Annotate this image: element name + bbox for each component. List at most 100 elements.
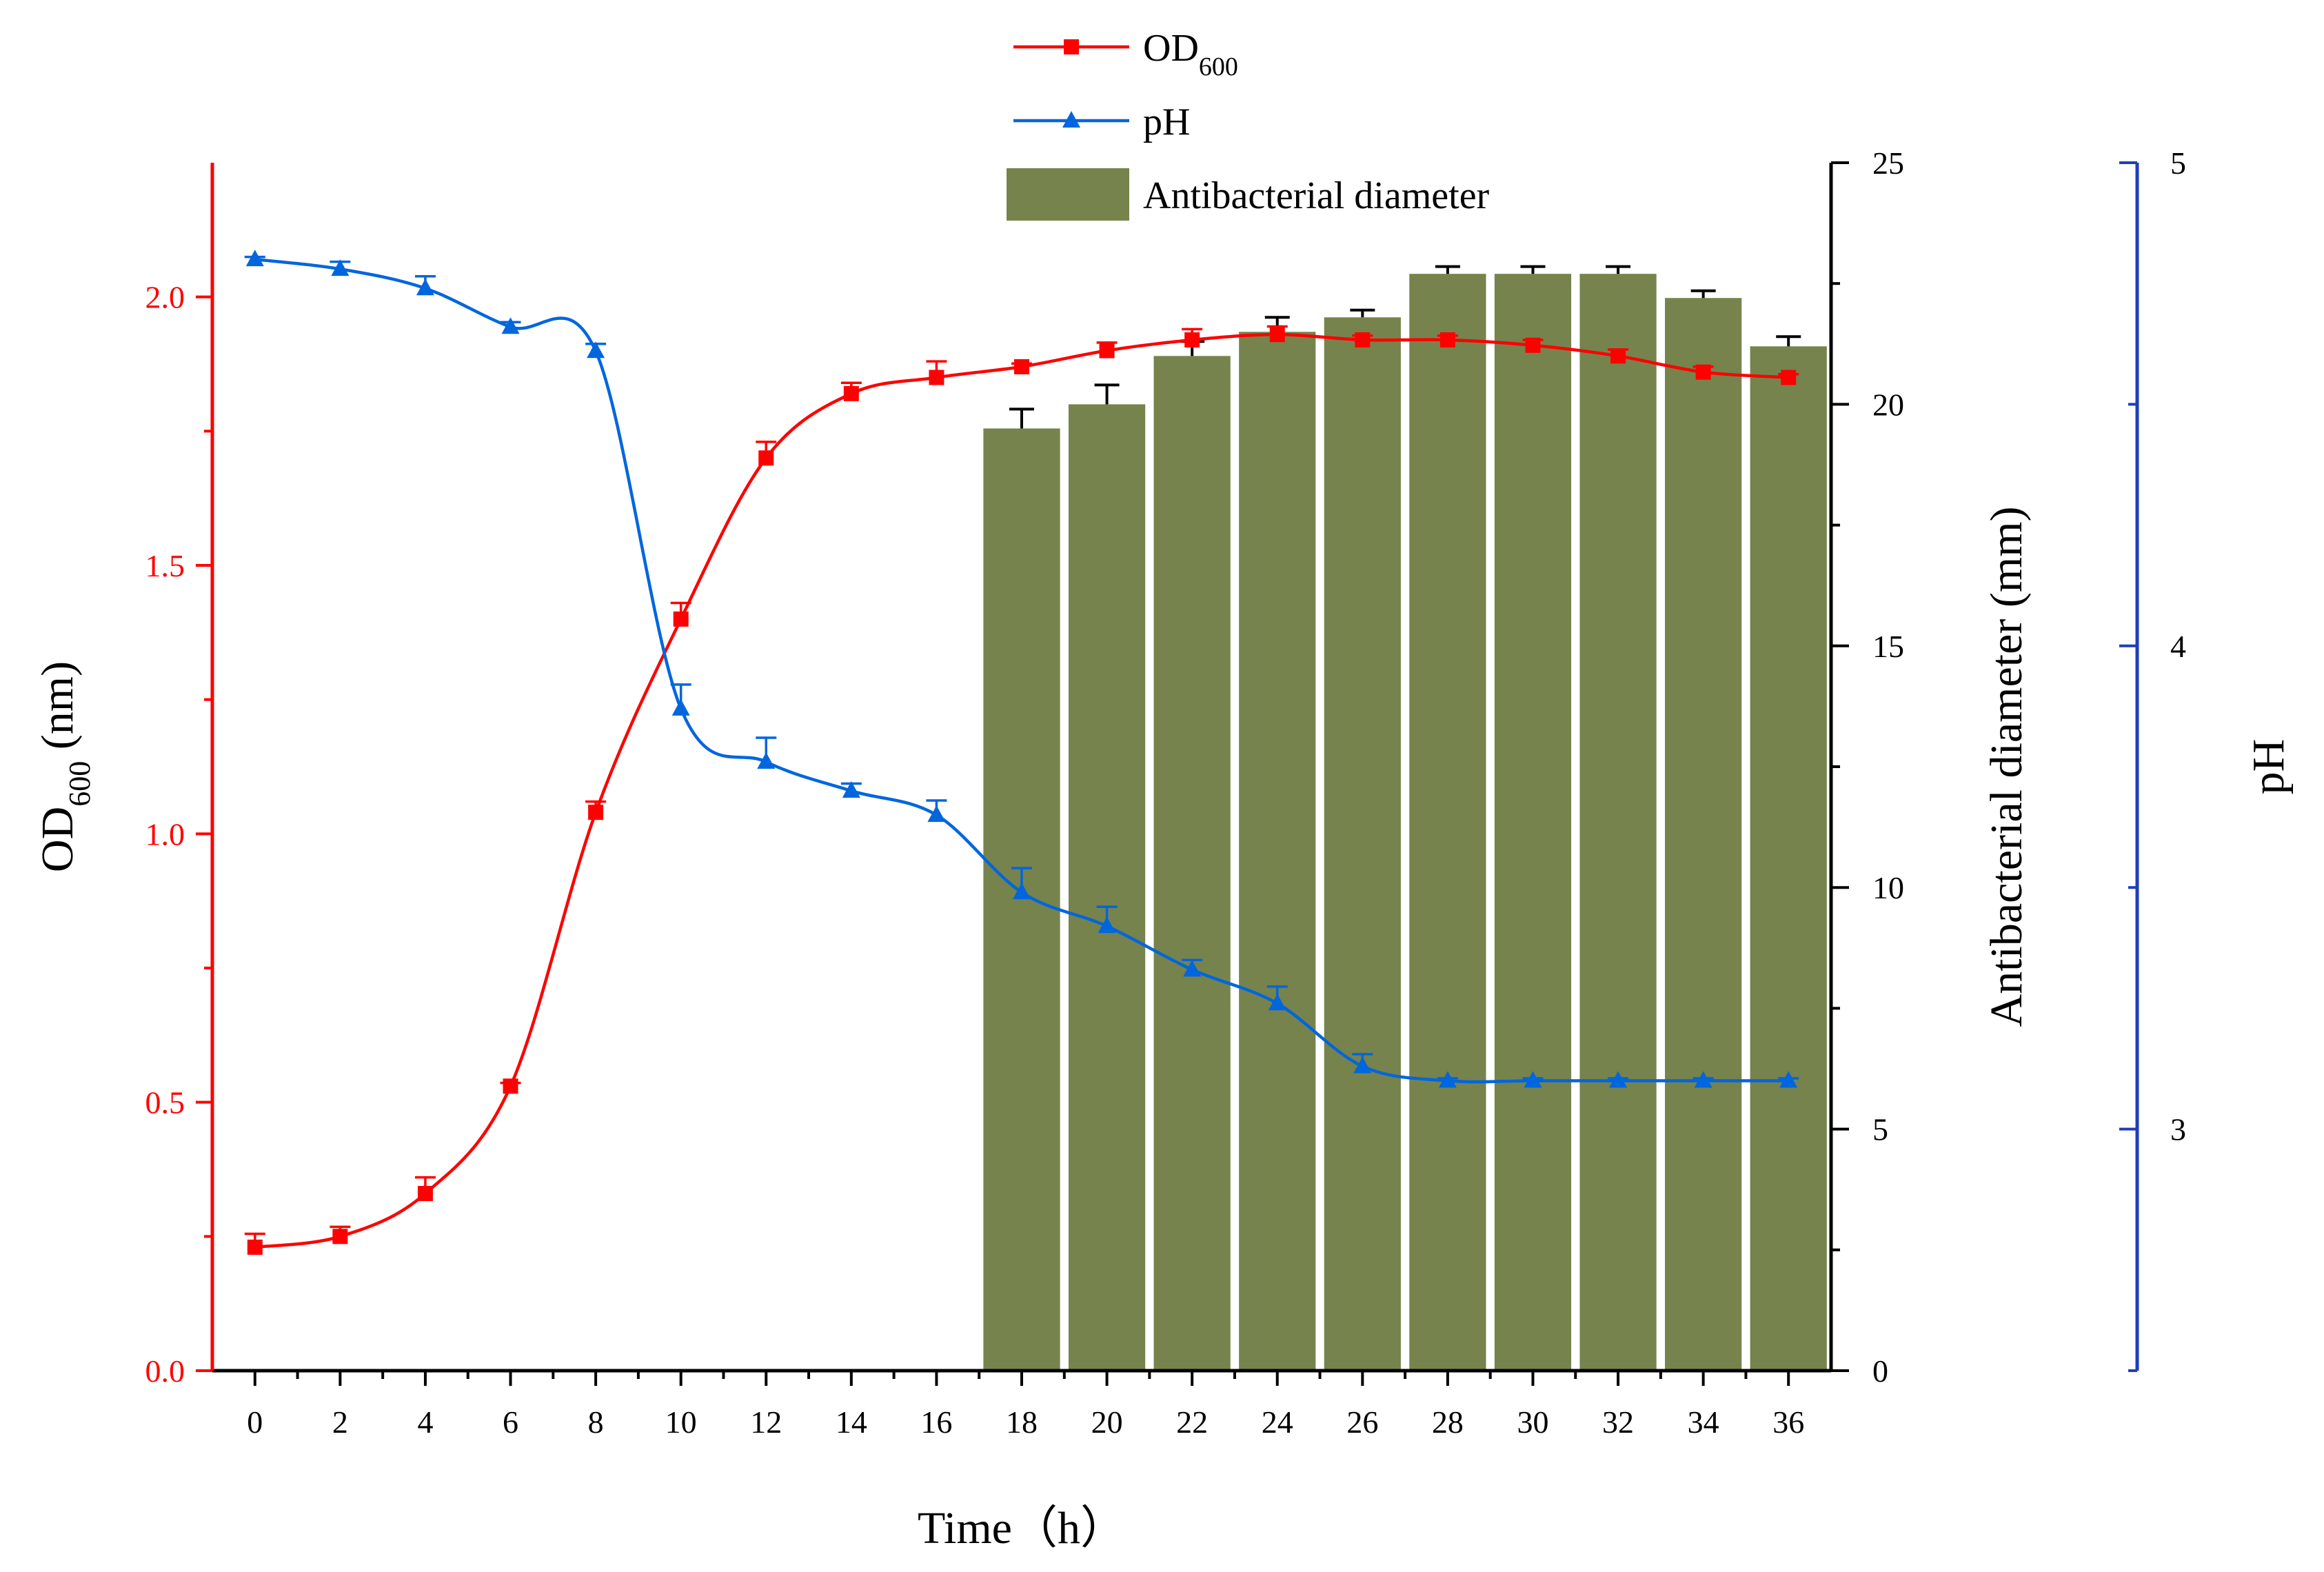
point-ph-34 bbox=[1694, 1071, 1712, 1088]
legend-ph-label: pH bbox=[1143, 101, 1190, 143]
right1-tick-label-10: 10 bbox=[1872, 870, 1904, 905]
bar-18 bbox=[983, 428, 1060, 1371]
bar-28 bbox=[1409, 274, 1486, 1371]
x-tick-label-18: 18 bbox=[1006, 1404, 1038, 1440]
ph-tick-label-3: 3 bbox=[2170, 1112, 2186, 1147]
point-ph-24 bbox=[1268, 994, 1286, 1011]
point-ph-28 bbox=[1438, 1071, 1457, 1088]
point-od-8 bbox=[588, 805, 604, 820]
x-tick-label-26: 26 bbox=[1346, 1404, 1378, 1440]
legend-od600-label: OD600 bbox=[1143, 27, 1238, 81]
x-tick-label-22: 22 bbox=[1176, 1404, 1208, 1440]
point-ph-10 bbox=[671, 698, 690, 716]
point-od-34 bbox=[1695, 364, 1711, 380]
legend-od600-marker bbox=[1064, 39, 1079, 54]
point-ph-4 bbox=[416, 279, 434, 296]
point-od-12 bbox=[758, 450, 774, 466]
point-ph-12 bbox=[757, 752, 776, 769]
point-od-20 bbox=[1099, 343, 1115, 359]
bar-24 bbox=[1239, 332, 1316, 1371]
x-tick-label-34: 34 bbox=[1688, 1404, 1719, 1440]
x-tick-label-20: 20 bbox=[1091, 1404, 1123, 1440]
point-ph-20 bbox=[1098, 916, 1116, 934]
left-tick-label-2.0: 2.0 bbox=[145, 280, 185, 315]
left-axis-title-sub: 600 bbox=[63, 761, 97, 807]
point-od-0 bbox=[247, 1239, 263, 1255]
x-tick-label-2: 2 bbox=[332, 1404, 348, 1440]
x-tick-label-8: 8 bbox=[588, 1404, 604, 1440]
point-ph-30 bbox=[1524, 1071, 1542, 1088]
point-od-32 bbox=[1610, 348, 1626, 364]
bar-20 bbox=[1068, 404, 1146, 1371]
point-od-10 bbox=[673, 611, 689, 627]
point-ph-6 bbox=[501, 317, 520, 334]
point-od-14 bbox=[843, 385, 859, 401]
lines-layer bbox=[244, 250, 1799, 1255]
bar-30 bbox=[1494, 274, 1572, 1371]
ph-tick-label-4: 4 bbox=[2170, 629, 2186, 664]
point-ph-18 bbox=[1013, 883, 1031, 900]
ph-tick-label-5: 5 bbox=[2170, 145, 2186, 181]
left-tick-label-0.0: 0.0 bbox=[145, 1353, 185, 1389]
point-ph-14 bbox=[842, 781, 860, 798]
x-tick-label-4: 4 bbox=[417, 1404, 433, 1440]
labels-layer: 0 2 4 6 8 10 12 14 16 18 20 22 24 26 28 30 32 34 36Time（h）… bbox=[32, 145, 2294, 1553]
x-tick-label-32: 32 bbox=[1602, 1404, 1634, 1440]
x-tick-label-24: 24 bbox=[1262, 1404, 1293, 1440]
bar-32 bbox=[1579, 274, 1657, 1371]
bar-34 bbox=[1665, 298, 1742, 1371]
point-ph-36 bbox=[1779, 1071, 1798, 1088]
x-tick-label-12: 12 bbox=[750, 1404, 782, 1440]
legend: OD600 pH Antibacterial diameter bbox=[1007, 27, 1490, 221]
legend-bar-label: Antibacterial diameter bbox=[1143, 174, 1490, 217]
point-od-30 bbox=[1525, 337, 1541, 353]
series-line-ph bbox=[254, 257, 1789, 1084]
bar-36 bbox=[1750, 346, 1827, 1371]
right-axis-2-title: pH bbox=[2243, 739, 2294, 795]
point-od-22 bbox=[1184, 332, 1200, 347]
point-od-36 bbox=[1781, 370, 1797, 385]
point-od-26 bbox=[1355, 332, 1371, 347]
left-axis-title-unit: (nm) bbox=[32, 661, 83, 761]
bar-26 bbox=[1324, 317, 1401, 1371]
point-od-24 bbox=[1269, 327, 1285, 343]
left-tick-label-0.5: 0.5 bbox=[145, 1085, 185, 1120]
point-ph-0 bbox=[245, 250, 264, 267]
left-axis-title: OD600 (nm) bbox=[32, 661, 97, 872]
right1-tick-label-20: 20 bbox=[1872, 387, 1904, 422]
legend-ph-marker bbox=[1062, 111, 1080, 128]
point-ph-8 bbox=[587, 341, 605, 359]
point-ph-16 bbox=[927, 805, 946, 823]
point-od-28 bbox=[1439, 332, 1455, 347]
bars-layer bbox=[983, 265, 1827, 1371]
x-tick-label-6: 6 bbox=[503, 1404, 518, 1440]
left-axis-title-main: OD bbox=[32, 807, 83, 872]
right1-tick-label-15: 15 bbox=[1872, 629, 1904, 664]
point-od-4 bbox=[417, 1186, 433, 1202]
axes-layer bbox=[196, 161, 2139, 1386]
bar-22 bbox=[1153, 356, 1231, 1371]
right1-tick-label-25: 25 bbox=[1872, 145, 1904, 181]
legend-bar-swatch bbox=[1007, 168, 1129, 221]
x-tick-label-0: 0 bbox=[247, 1404, 263, 1440]
point-od-6 bbox=[503, 1078, 518, 1094]
x-tick-label-28: 28 bbox=[1432, 1404, 1464, 1440]
point-ph-2 bbox=[331, 259, 350, 276]
x-axis-title: Time（h） bbox=[918, 1503, 1126, 1553]
point-ph-26 bbox=[1353, 1056, 1372, 1074]
x-tick-label-14: 14 bbox=[836, 1404, 867, 1440]
point-od-18 bbox=[1014, 359, 1029, 374]
x-tick-label-10: 10 bbox=[665, 1404, 697, 1440]
point-od-16 bbox=[929, 370, 944, 385]
point-ph-22 bbox=[1183, 960, 1202, 977]
right1-tick-label-5: 5 bbox=[1872, 1112, 1888, 1147]
x-tick-label-30: 30 bbox=[1517, 1404, 1548, 1440]
legend-od600-label-main: OD bbox=[1143, 27, 1199, 70]
legend-od600-label-sub: 600 bbox=[1199, 52, 1238, 81]
x-tick-label-36: 36 bbox=[1772, 1404, 1804, 1440]
left-tick-label-1.0: 1.0 bbox=[145, 816, 185, 852]
right1-tick-label-0: 0 bbox=[1872, 1353, 1888, 1389]
left-tick-label-1.5: 1.5 bbox=[145, 548, 185, 583]
x-tick-label-16: 16 bbox=[920, 1404, 952, 1440]
